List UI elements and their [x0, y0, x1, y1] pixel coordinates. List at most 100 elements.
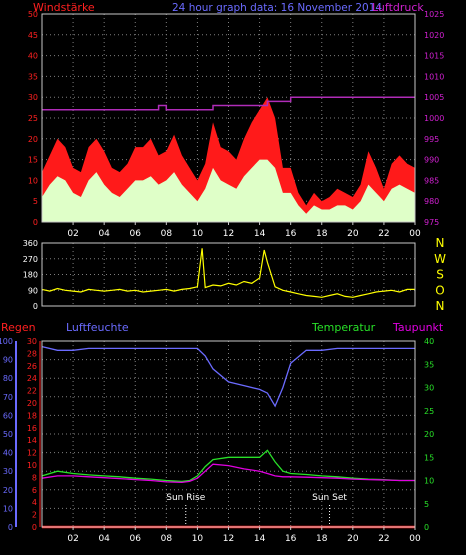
humidity-temp-grid	[42, 341, 415, 527]
rain-tick-label: 2	[32, 511, 37, 520]
x-tick-label: 12	[223, 229, 234, 239]
temperature-tick-label: 25	[424, 407, 434, 416]
rain-tick-label: 26	[27, 362, 37, 371]
direction-tick-label: 270	[23, 255, 38, 264]
wind-y-ticks: 0 5 10 15 20 25 30 35 40 45 50	[28, 10, 38, 227]
wind-tick-label: 35	[28, 72, 38, 81]
compass-label: O	[435, 283, 444, 297]
x-tick-label: 14	[254, 534, 266, 544]
x-tick-label: 18	[316, 534, 328, 544]
x-tick-label: 02	[67, 229, 78, 239]
x-tick-label: 10	[192, 229, 204, 239]
rain-tick-label: 6	[32, 486, 37, 495]
direction-frame	[41, 242, 416, 307]
temperature-tick-label: 20	[424, 430, 434, 439]
rain-axis-label: Regen	[1, 321, 36, 334]
x-tick-label: 08	[161, 534, 173, 544]
pressure-tick-label: 1015	[424, 52, 444, 61]
sun-markers: Sun Rise Sun Set	[166, 493, 347, 527]
pressure-y-ticks: 975 980 985 990 995 1000 1005 1010 1015 1020 1025	[424, 10, 444, 227]
pressure-tick-label: 1025	[424, 10, 444, 19]
wind-tick-label: 20	[28, 135, 38, 144]
pressure-tick-label: 985	[424, 176, 439, 185]
temperature-axis-label: Temperatur	[311, 321, 376, 334]
chart-title: 24 hour graph data: 16 November 2014	[172, 2, 382, 14]
compass-label: W	[434, 252, 446, 266]
rain-tick-label: 30	[27, 337, 37, 346]
pressure-tick-label: 1000	[424, 114, 444, 123]
x-tick-label: 00	[409, 534, 421, 544]
rain-tick-label: 8	[32, 473, 37, 482]
wind-tick-label: 0	[33, 218, 38, 227]
dewpoint-line	[41, 463, 415, 484]
rain-tick-label: 18	[27, 411, 37, 420]
humidity-tick-label: 60	[3, 411, 13, 420]
pressure-series	[42, 96, 415, 111]
humidity-tick-label: 10	[3, 504, 13, 513]
direction-tick-label: 180	[23, 271, 38, 280]
rain-tick-label: 22	[27, 387, 37, 396]
x-tick-label: 04	[98, 534, 110, 544]
rain-tick-label: 20	[27, 399, 37, 408]
sun-marker-label: Sun Rise	[166, 493, 205, 503]
rain-tick-label: 24	[27, 374, 37, 383]
x-tick-label: 18	[316, 229, 328, 239]
wind-average-series	[42, 159, 415, 222]
x-tick-label: 20	[347, 229, 359, 239]
direction-series	[41, 248, 415, 298]
wind-tick-label: 30	[28, 93, 38, 102]
humidity-tick-label: 100	[0, 337, 13, 346]
pressure-axis-label: Luftdruck	[372, 1, 424, 14]
sun-marker-label: Sun Set	[312, 493, 347, 503]
pressure-line	[42, 96, 415, 111]
humidity-x-ticks: 02 04 06 08 10 12 14 16 18 20 22 00	[67, 527, 421, 544]
humidity-tick-label: 80	[3, 374, 13, 383]
direction-tick-label: 360	[23, 239, 38, 248]
humidity-tick-label: 90	[3, 356, 13, 365]
direction-grid	[42, 243, 415, 306]
temperature-tick-label: 35	[424, 360, 434, 369]
humidity-axis-label: Luftfeuchte	[66, 321, 129, 334]
direction-line	[41, 248, 415, 298]
pressure-tick-label: 995	[424, 135, 439, 144]
direction-tick-label: 0	[33, 302, 38, 311]
compass-label: S	[436, 268, 444, 282]
temperature-tick-label: 15	[424, 453, 434, 462]
pressure-tick-label: 990	[424, 156, 439, 165]
temperature-y-ticks: 0 5 10 15 20 25 30 35 40	[424, 337, 434, 532]
x-tick-label: 14	[254, 229, 266, 239]
rain-tick-label: 10	[27, 461, 37, 470]
x-tick-label: 06	[130, 534, 142, 544]
pressure-tick-label: 1005	[424, 93, 444, 102]
rain-tick-label: 28	[27, 349, 37, 358]
x-tick-label: 00	[409, 229, 421, 239]
wind-tick-label: 5	[33, 197, 38, 206]
humidity-tick-label: 0	[8, 523, 13, 532]
pressure-tick-label: 980	[424, 197, 439, 206]
rain-tick-label: 12	[27, 449, 37, 458]
rain-tick-label: 4	[32, 498, 37, 507]
rain-tick-label: 0	[32, 523, 37, 532]
compass-label: N	[436, 299, 445, 313]
x-tick-label: 16	[285, 534, 297, 544]
dewpoint-axis-label: Taupunkt	[392, 321, 444, 334]
humidity-tick-label: 50	[3, 430, 13, 439]
wind-tick-label: 25	[28, 114, 38, 123]
temperature-tick-label: 5	[424, 500, 429, 509]
humidity-tick-label: 70	[3, 393, 13, 402]
x-tick-label: 12	[223, 534, 234, 544]
x-tick-label: 16	[285, 229, 297, 239]
compass-label: N	[436, 236, 445, 250]
wind-average-area	[42, 159, 415, 222]
x-tick-label: 22	[378, 229, 389, 239]
wind-axis-label: Windstärke	[33, 1, 95, 14]
wind-tick-label: 50	[28, 10, 38, 19]
pressure-tick-label: 1010	[424, 72, 444, 81]
pressure-tick-label: 975	[424, 218, 439, 227]
rain-tick-label: 16	[27, 424, 37, 433]
temperature-tick-label: 40	[424, 337, 434, 346]
pressure-tick-label: 1020	[424, 31, 444, 40]
wind-tick-label: 10	[28, 176, 38, 185]
